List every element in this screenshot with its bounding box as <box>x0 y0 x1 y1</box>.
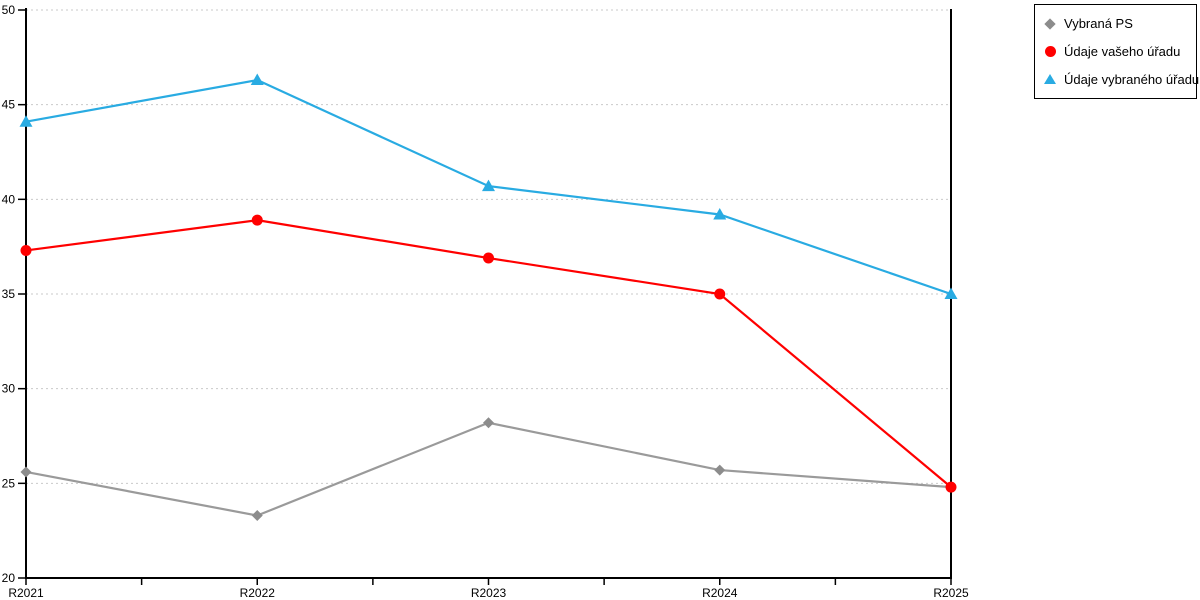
data-point <box>483 417 494 429</box>
y-axis-label: 25 <box>2 476 16 490</box>
x-axis-label: R2024 <box>702 586 738 600</box>
triangle-marker-icon <box>1043 74 1057 85</box>
x-axis-label: R2022 <box>240 586 276 600</box>
data-point <box>944 287 958 299</box>
data-point <box>945 481 957 493</box>
legend-label: Vybraná PS <box>1064 16 1133 32</box>
data-point <box>19 115 33 127</box>
y-axis-label: 35 <box>2 287 16 301</box>
y-axis-label: 40 <box>2 192 16 206</box>
diamond-marker-icon <box>1043 18 1057 30</box>
data-point <box>713 207 727 220</box>
line-chart: 20 25 30 35 40 45 50 R2021 R2022 R2023 R2024 R2025 <box>2 3 969 600</box>
data-point <box>20 244 32 256</box>
y-axis-label: 50 <box>2 3 16 17</box>
x-axis-label: R2021 <box>8 586 44 600</box>
legend-item-udaje-vybraneho-uradu: Údaje vybraného úřadu <box>1043 66 1199 92</box>
data-point <box>714 464 726 476</box>
data-point <box>714 288 726 300</box>
x-axis-label: R2023 <box>471 586 507 600</box>
legend: Vybraná PS Údaje vašeho úřadu Údaje vybr… <box>1034 4 1199 99</box>
series-line-0 <box>25 421 952 517</box>
data-point <box>20 466 32 478</box>
data-point <box>482 179 495 192</box>
legend-label: Údaje vybraného úřadu <box>1064 71 1200 87</box>
y-axis-label: 45 <box>2 98 16 112</box>
legend-label: Údaje vašeho úřadu <box>1064 43 1181 59</box>
data-point <box>483 252 494 264</box>
x-axis-label: R2025 <box>933 586 969 600</box>
data-point <box>251 214 263 226</box>
circle-marker-icon <box>1043 45 1057 57</box>
legend-item-udaje-vaseho-uradu: Údaje vašeho úřadu <box>1043 38 1188 64</box>
y-axis-label: 30 <box>2 382 16 396</box>
legend-item-vybrana-ps: Vybraná PS <box>1043 11 1188 37</box>
data-point <box>251 510 263 522</box>
y-axis-label: 20 <box>2 571 16 585</box>
data-point <box>250 73 264 86</box>
